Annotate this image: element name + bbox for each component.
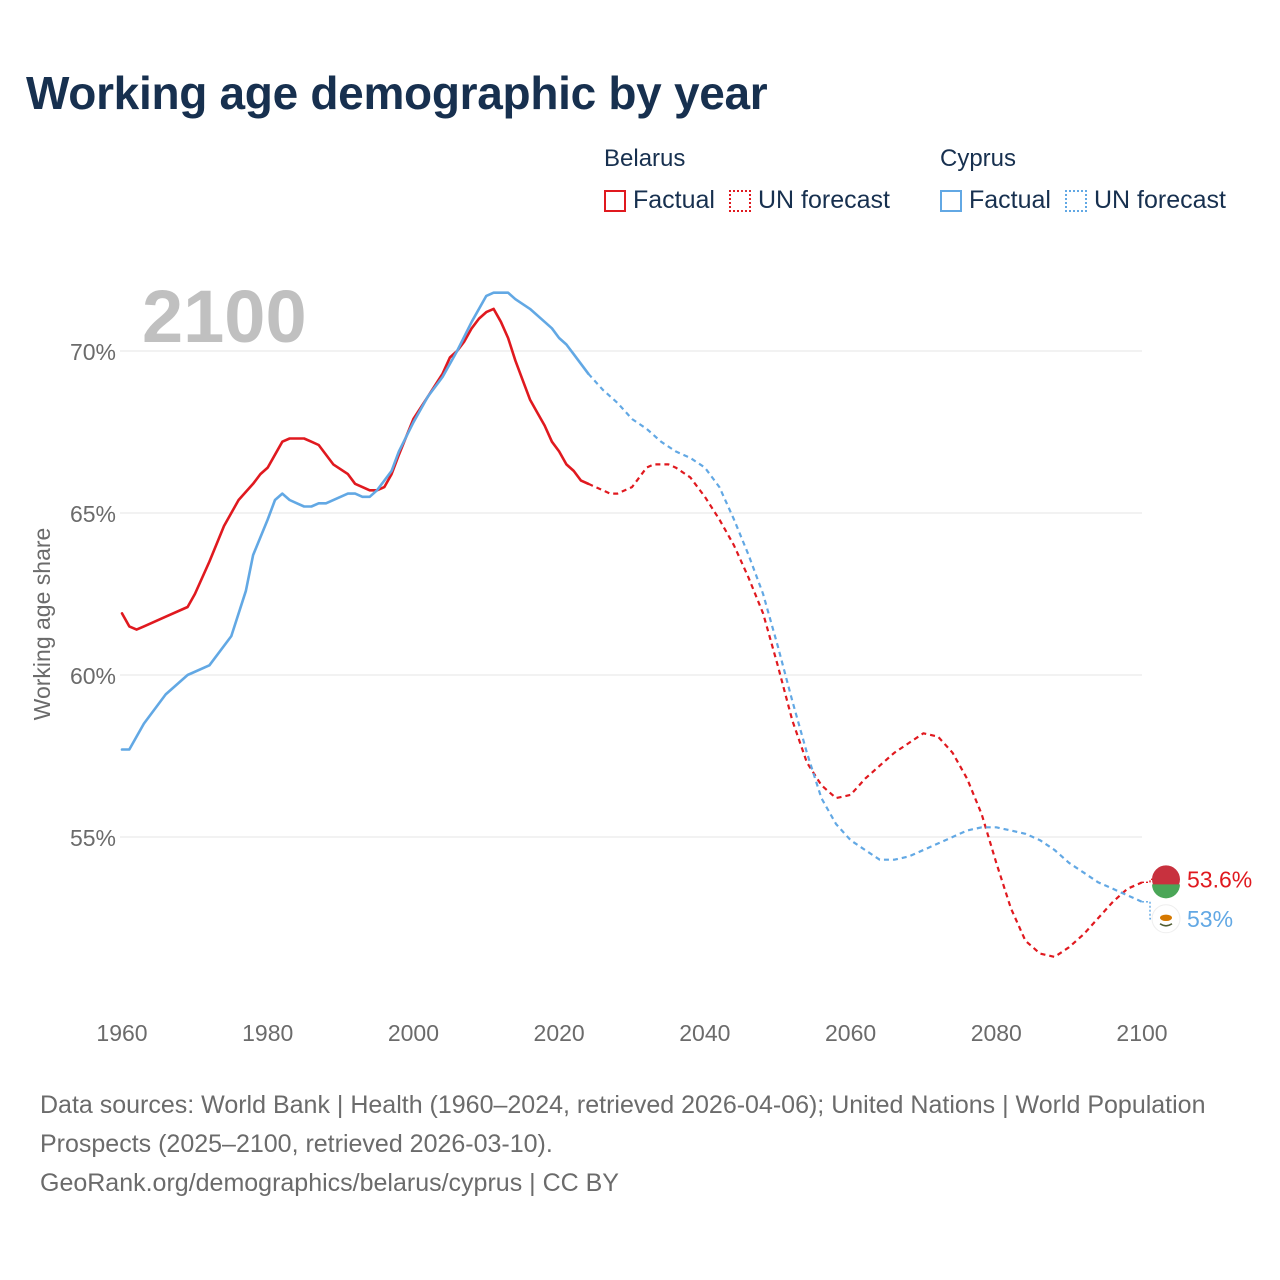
y-tick-label: 70% bbox=[70, 339, 116, 365]
x-tick-label: 2060 bbox=[825, 1020, 876, 1046]
x-tick-label: 2040 bbox=[679, 1020, 730, 1046]
cyprus-forecast-line bbox=[587, 372, 1143, 903]
legend-solid-swatch bbox=[940, 189, 962, 212]
y-tick-label: 65% bbox=[70, 501, 116, 527]
belarus-factual-line bbox=[120, 307, 590, 631]
legend-cyprus-forecast[interactable]: UN forecast bbox=[1064, 186, 1226, 215]
x-tick-label: 1960 bbox=[96, 1020, 147, 1046]
belarus-forecast-line bbox=[587, 463, 1143, 958]
axis-layer: 55% 60% 65% 70% 1960 1980 2000 2020 2040 2060 2080… bbox=[29, 339, 1168, 1046]
legend-cyprus-factual[interactable]: Factual bbox=[940, 186, 1051, 215]
y-tick-label: 60% bbox=[70, 663, 116, 689]
legend-belarus-title: Belarus bbox=[604, 145, 686, 172]
belarus-flag-green-band bbox=[1152, 884, 1181, 899]
legend-label: UN forecast bbox=[1093, 186, 1226, 214]
cyprus-flag-map bbox=[1160, 914, 1172, 921]
year-watermark: 2100 bbox=[142, 275, 307, 358]
legend-label: UN forecast bbox=[757, 186, 890, 214]
legend-label: Factual bbox=[633, 186, 715, 214]
cyprus-factual-line bbox=[120, 291, 590, 751]
x-tick-label: 2020 bbox=[534, 1020, 585, 1046]
footer: Data sources: World Bank | Health (1960–… bbox=[40, 1086, 1240, 1203]
line-chart: 2100 55% 60% 65% 70% 1960 1980 2000 2020 2040 206… bbox=[29, 275, 1252, 1046]
y-axis-label: Working age share bbox=[29, 528, 55, 721]
chart-title: Working age demographic by year bbox=[26, 67, 768, 119]
legend-group-cyprus: Cyprus Factual UN forecast bbox=[940, 144, 1240, 215]
legend-belarus-factual[interactable]: Factual bbox=[604, 186, 715, 215]
x-tick-label: 2080 bbox=[971, 1020, 1022, 1046]
y-tick-label: 55% bbox=[70, 825, 116, 851]
x-tick-label: 2100 bbox=[1116, 1020, 1167, 1046]
data-sources: Data sources: World Bank | Health (1960–… bbox=[40, 1091, 1206, 1158]
legend-solid-swatch bbox=[604, 189, 626, 212]
belarus-end-value-label: 53.6% bbox=[1187, 866, 1252, 892]
legend-label: Factual bbox=[969, 186, 1051, 214]
legend-group-belarus: Belarus Factual UN forecast bbox=[604, 144, 904, 215]
cyprus-end-value-label: 53% bbox=[1187, 906, 1233, 932]
grid-layer bbox=[120, 350, 1142, 838]
legend-belarus-forecast[interactable]: UN forecast bbox=[728, 186, 890, 215]
x-tick-label: 2000 bbox=[388, 1020, 439, 1046]
marker-layer: 53.6% 53% bbox=[1151, 865, 1252, 934]
series-layer bbox=[120, 291, 1156, 958]
legend-dotted-swatch bbox=[728, 189, 751, 212]
legend-dotted-swatch bbox=[1064, 189, 1087, 212]
source-link[interactable]: GeoRank.org/demographics/belarus/cyprus … bbox=[40, 1169, 619, 1197]
cyprus-flag-branches bbox=[1159, 923, 1173, 927]
legend-cyprus-title: Cyprus bbox=[940, 145, 1017, 172]
x-tick-label: 1980 bbox=[242, 1020, 293, 1046]
